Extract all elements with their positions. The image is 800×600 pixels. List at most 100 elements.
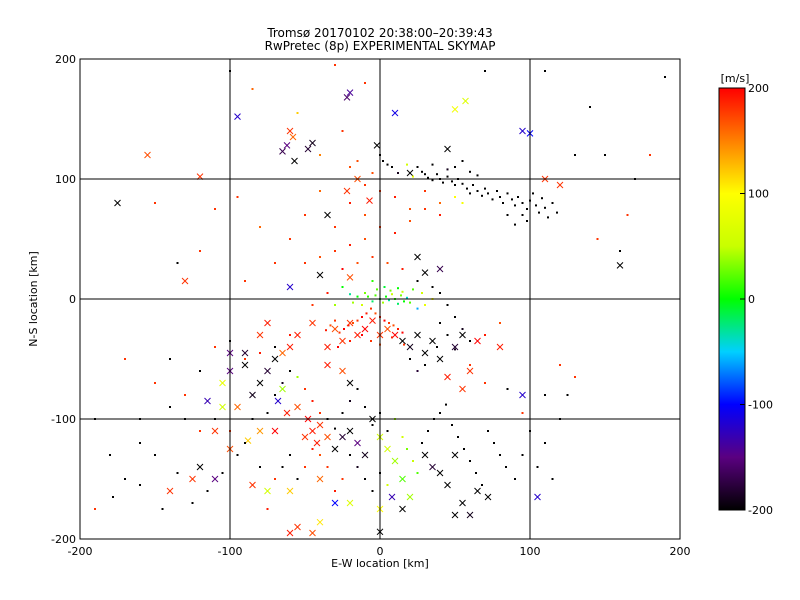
dot-marker <box>334 304 336 306</box>
dot-marker <box>356 262 359 264</box>
dot-marker <box>521 214 524 216</box>
dot-marker <box>356 466 359 468</box>
dot-marker <box>538 211 540 214</box>
dot-marker <box>274 478 276 480</box>
dot-marker <box>514 478 516 480</box>
dot-marker <box>304 388 306 390</box>
dot-marker <box>236 196 239 198</box>
cross-marker <box>346 379 354 387</box>
cross-marker <box>286 343 294 351</box>
cross-marker <box>474 337 481 345</box>
dot-marker <box>536 466 539 468</box>
dot-marker <box>412 460 414 462</box>
dot-marker <box>446 304 449 306</box>
cross-marker <box>313 439 321 447</box>
dot-marker <box>596 238 599 240</box>
cross-marker <box>294 523 301 531</box>
dot-marker <box>391 166 393 168</box>
dot-marker <box>406 296 408 299</box>
dot-marker <box>364 214 366 216</box>
dot-marker <box>169 406 171 408</box>
cross-marker <box>309 139 316 147</box>
dot-marker <box>274 262 276 264</box>
dot-marker <box>506 192 509 195</box>
dot-marker <box>334 64 336 66</box>
cross-marker <box>406 493 414 501</box>
dot-marker <box>463 448 465 450</box>
cross-marker <box>114 199 121 207</box>
dot-marker <box>431 163 434 166</box>
dot-marker <box>526 220 528 222</box>
dot-marker <box>514 204 516 207</box>
dot-marker <box>496 190 498 192</box>
dot-marker <box>388 322 390 324</box>
dot-marker <box>266 508 269 510</box>
dot-marker <box>391 336 393 339</box>
dot-marker <box>251 88 254 90</box>
cross-marker <box>414 253 421 261</box>
dot-marker <box>424 173 426 176</box>
dot-marker <box>475 472 477 474</box>
dot-marker <box>289 370 291 372</box>
cross-marker <box>399 475 406 483</box>
dot-marker <box>383 319 386 322</box>
dot-marker <box>349 340 351 342</box>
dot-marker <box>347 324 350 327</box>
dot-marker <box>505 466 507 468</box>
cross-marker <box>241 361 249 369</box>
y-tick-label: 0 <box>69 293 76 306</box>
dot-marker <box>487 430 489 432</box>
cross-marker <box>289 133 297 141</box>
cross-marker <box>496 343 504 351</box>
dot-marker <box>472 184 474 186</box>
dot-marker <box>481 194 483 197</box>
dot-marker <box>649 154 651 156</box>
dot-marker <box>112 496 114 498</box>
dot-marker <box>476 190 479 192</box>
cross-marker <box>309 529 316 537</box>
dot-marker <box>392 324 395 327</box>
cross-marker <box>301 433 309 441</box>
dot-marker <box>341 286 344 288</box>
dot-marker <box>236 454 239 456</box>
dot-marker <box>296 376 299 378</box>
cross-marker <box>316 518 324 526</box>
dot-marker <box>329 324 332 327</box>
dot-marker <box>139 484 141 486</box>
dot-marker <box>406 163 408 166</box>
dot-marker <box>424 208 426 210</box>
dot-marker <box>421 170 423 173</box>
cross-marker <box>519 391 526 399</box>
dot-marker <box>184 394 186 396</box>
cross-marker <box>256 379 264 387</box>
dot-marker <box>341 268 344 270</box>
dot-marker <box>619 250 621 252</box>
dot-marker <box>296 478 299 480</box>
dot-marker <box>385 295 387 298</box>
cross-marker <box>331 445 339 453</box>
dot-marker <box>334 319 336 322</box>
y-tick-label: -100 <box>51 413 76 426</box>
cross-marker <box>399 337 406 345</box>
dot-marker <box>361 304 363 306</box>
dot-marker <box>491 198 494 201</box>
cross-marker <box>534 493 541 501</box>
dot-marker <box>352 322 354 324</box>
dot-marker <box>401 436 404 438</box>
dot-marker <box>349 166 351 168</box>
dot-marker <box>343 328 345 330</box>
cross-marker <box>361 451 369 459</box>
cross-marker <box>144 151 151 159</box>
cross-marker <box>399 505 406 513</box>
cross-marker <box>436 469 444 477</box>
dot-marker <box>154 202 156 204</box>
cross-marker <box>444 373 451 381</box>
cross-marker <box>388 493 396 501</box>
cross-marker <box>444 481 451 489</box>
cross-marker <box>451 106 459 113</box>
dot-marker <box>412 175 414 178</box>
dot-marker <box>274 394 276 396</box>
dot-marker <box>461 160 464 162</box>
dot-marker <box>476 174 479 177</box>
cross-marker <box>249 481 256 489</box>
